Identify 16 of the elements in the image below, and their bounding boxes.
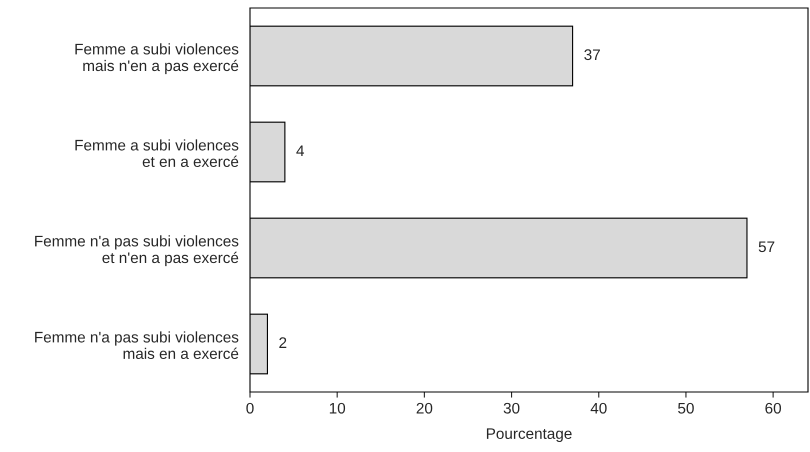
y-tick-label: Femme a subi violences et en a exercé — [75, 139, 238, 168]
x-tick-label: 50 — [678, 402, 694, 414]
x-tick-label: 30 — [504, 402, 520, 414]
y-tick-label: Femme n'a pas subi violences mais en a exercé — [35, 331, 238, 360]
data-label: 4 — [296, 145, 304, 156]
data-label: 57 — [758, 241, 774, 252]
data-label: 2 — [279, 337, 286, 348]
x-tick-label: 40 — [590, 402, 607, 414]
x-tick-label: 20 — [416, 402, 432, 414]
x-tick-label: 60 — [765, 402, 782, 414]
y-tick-label: Femme a subi violences mais n'en a pas exercé — [75, 43, 238, 74]
data-label: 37 — [584, 49, 600, 60]
x-tick-label: 10 — [330, 402, 346, 414]
x-tick-label: 0 — [246, 402, 254, 414]
x-axis-title: Pourcentage — [486, 428, 572, 442]
y-tick-label: Femme n'a pas subi violences et n'en a pas exercé — [35, 235, 238, 266]
